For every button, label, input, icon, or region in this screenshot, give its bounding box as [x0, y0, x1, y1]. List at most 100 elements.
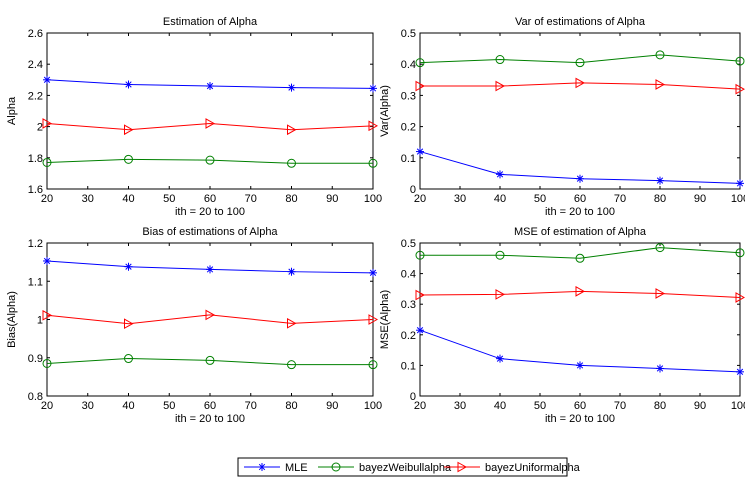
series-line-bayezweibullalpha	[46, 358, 373, 366]
series-line-bayezweibullalpha	[46, 158, 373, 164]
series-line-bayezweibullalpha	[420, 247, 741, 259]
y-tick-label: 1.8	[28, 153, 43, 165]
data-point-bayezuniformalpha	[124, 318, 134, 330]
legend: MLE bayezWeibullalpha bayezUniformalpha	[237, 457, 581, 477]
data-point-bayezuniformalpha	[575, 285, 586, 297]
data-point-bayezweibullalpha	[495, 250, 505, 260]
data-point-mle	[287, 267, 296, 276]
x-tick-label: 100	[731, 193, 745, 205]
x-axis-label: ith = 20 to 100	[175, 413, 245, 425]
chart-title: MSE of estimation of Alpha	[514, 226, 647, 238]
x-tick-label: 40	[122, 193, 134, 205]
data-point-mle	[43, 75, 51, 84]
x-tick-label: 90	[326, 400, 338, 412]
y-tick-label: 2.2	[28, 90, 43, 102]
x-tick-label: 40	[494, 400, 506, 412]
y-axis-label: Alpha	[6, 96, 18, 125]
x-tick-label: 30	[82, 400, 94, 412]
series-line-bayezuniformalpha	[419, 290, 741, 298]
legend-entry-mle: MLE	[244, 462, 308, 474]
x-tick-label: 20	[41, 193, 53, 205]
data-point-bayezuniformalpha	[205, 309, 216, 321]
legend-entry-bayezuniformalpha: bayezUniformalpha	[444, 461, 581, 474]
data-point-mle	[496, 354, 504, 363]
data-point-mle	[287, 83, 296, 92]
x-tick-label: 90	[326, 193, 338, 205]
data-point-mle	[496, 170, 504, 179]
data-point-bayezweibullalpha	[368, 360, 378, 370]
x-tick-label: 30	[454, 193, 466, 205]
y-tick-label: 0.9	[28, 353, 43, 365]
x-tick-label: 90	[694, 400, 706, 412]
data-point-mle	[416, 147, 424, 156]
legend-box	[237, 457, 568, 477]
y-tick-label: 0.4	[401, 269, 416, 281]
y-tick-label: 0.2	[401, 122, 416, 134]
data-point-bayezweibullalpha	[575, 253, 585, 263]
legend-entry-bayezweibullalpha: bayezWeibullalpha	[318, 462, 452, 474]
data-point-bayezweibullalpha	[735, 248, 745, 258]
data-point-mle	[656, 176, 664, 185]
data-point-mle	[656, 364, 664, 373]
plot-area	[419, 242, 741, 397]
x-tick-label: 20	[414, 193, 426, 205]
data-point-bayezuniformalpha	[42, 118, 53, 129]
series-line-bayezuniformalpha	[46, 122, 374, 131]
x-tick-label: 70	[245, 193, 257, 205]
x-tick-label: 70	[245, 400, 257, 412]
data-point-bayezweibullalpha	[495, 55, 505, 65]
y-tick-label: 0.1	[401, 153, 416, 165]
data-point-bayezuniformalpha	[287, 124, 297, 136]
data-point-bayezuniformalpha	[287, 317, 297, 329]
x-tick-label: 20	[41, 400, 53, 412]
y-tick-label: 2.6	[28, 28, 43, 40]
data-point-bayezweibullalpha	[415, 250, 425, 260]
y-tick-label: 1	[37, 315, 43, 327]
data-point-bayezweibullalpha	[735, 56, 745, 66]
y-axis-label: Var(Alpha)	[379, 85, 391, 137]
y-tick-label: 1.6	[28, 184, 43, 196]
y-tick-label: 0	[410, 184, 416, 196]
y-tick-label: 2	[37, 122, 43, 134]
data-point-bayezuniformalpha	[415, 80, 426, 92]
data-point-bayezweibullalpha	[124, 354, 133, 364]
x-axis-label: ith = 20 to 100	[545, 206, 615, 218]
data-point-bayezweibullalpha	[42, 157, 52, 167]
legend-label-bayezweibullalpha: bayezWeibullalpha	[359, 462, 452, 474]
series-line-bayezweibullalpha	[419, 54, 741, 64]
data-point-mle	[576, 174, 584, 183]
x-tick-label: 100	[731, 400, 745, 412]
panels: 20 30 40 50 60 70 80 90 1001.61.822.22.42.6Estim…	[6, 16, 745, 425]
data-point-bayezweibullalpha	[655, 243, 665, 253]
x-tick-label: 80	[285, 193, 297, 205]
data-point-bayezuniformalpha	[735, 292, 745, 303]
x-tick-label: 50	[163, 400, 175, 412]
data-point-bayezweibullalpha	[415, 58, 425, 68]
y-tick-label: 2.4	[28, 59, 43, 71]
data-point-bayezweibullalpha	[368, 158, 378, 168]
data-point-mle	[124, 80, 133, 89]
data-point-mle	[369, 268, 377, 277]
x-axis-label: ith = 20 to 100	[175, 206, 245, 218]
series-line-bayezuniformalpha	[46, 314, 374, 325]
x-tick-label: 60	[574, 193, 586, 205]
y-tick-label: 0.4	[401, 59, 416, 71]
x-tick-label: 30	[82, 193, 94, 205]
data-point-mle	[736, 179, 744, 188]
x-tick-label: 40	[122, 400, 134, 412]
data-point-bayezuniformalpha	[368, 314, 379, 325]
x-tick-label: 50	[534, 400, 546, 412]
chart-title: Bias of estimations of Alpha	[142, 226, 278, 238]
series-line-bayezuniformalpha	[420, 82, 741, 90]
data-point-bayezuniformalpha	[575, 77, 586, 89]
x-axis-label: ith = 20 to 100	[545, 413, 615, 425]
data-point-bayezuniformalpha	[655, 79, 666, 90]
data-point-bayezweibullalpha	[205, 155, 215, 165]
x-tick-label: 60	[574, 400, 586, 412]
y-axis-label: MSE(Alpha)	[379, 290, 391, 349]
data-point-mle	[736, 367, 744, 376]
data-point-mle	[124, 262, 133, 271]
x-tick-label: 70	[614, 400, 626, 412]
data-point-mle	[416, 326, 424, 335]
